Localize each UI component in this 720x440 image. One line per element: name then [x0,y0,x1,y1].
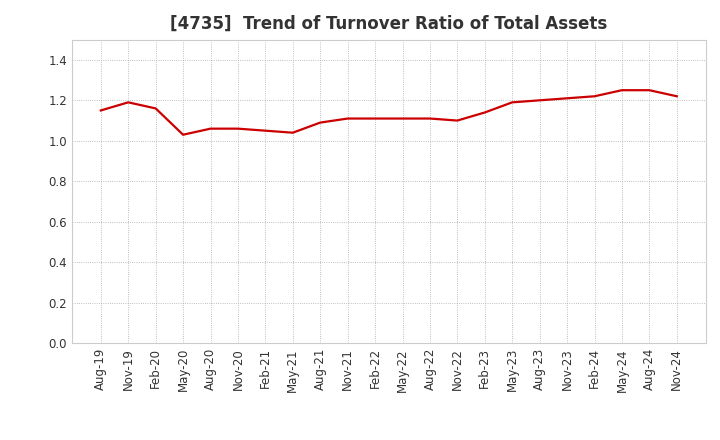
Title: [4735]  Trend of Turnover Ratio of Total Assets: [4735] Trend of Turnover Ratio of Total … [170,15,608,33]
